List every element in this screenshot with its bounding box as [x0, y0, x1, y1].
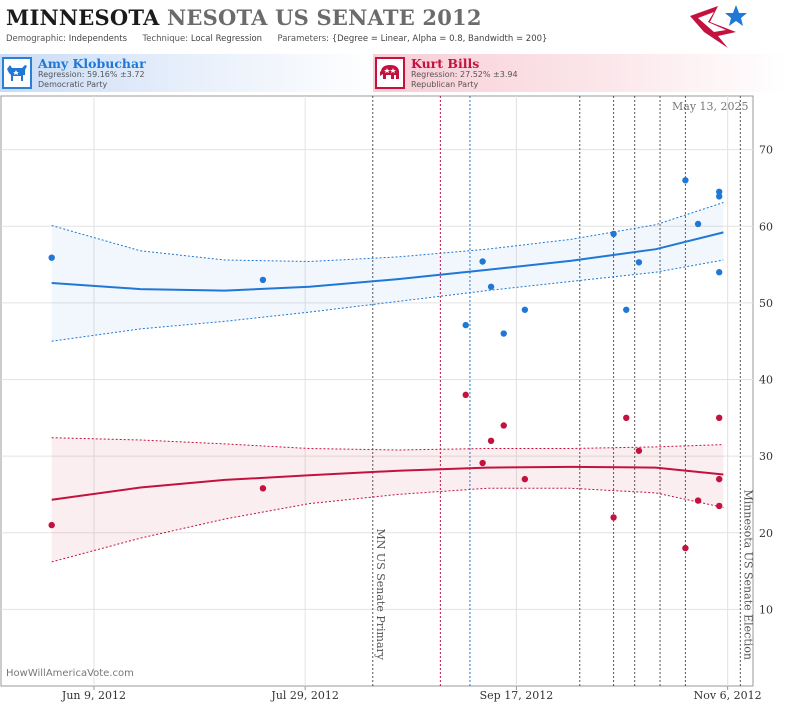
data-point — [500, 330, 507, 337]
regression-line — [51, 465, 724, 501]
candidate-rep-party: Republican Party — [411, 80, 479, 89]
event-label: MN US Senate Primary — [374, 529, 387, 661]
data-point — [479, 258, 486, 265]
data-point — [716, 502, 723, 510]
data-point — [623, 414, 630, 422]
candidate-dem-name: Amy Klobuchar — [38, 56, 146, 71]
demographic-label: Demographic: — [6, 34, 67, 44]
data-point — [259, 485, 267, 492]
plot-area — [0, 95, 754, 687]
data-point — [716, 269, 723, 276]
donkey-icon — [2, 57, 32, 89]
candidate-rep-panel: Kurt Bills Regression: 27.52% ±3.94 Repu… — [373, 54, 789, 92]
date-stamp: May 13, 2025 — [672, 100, 749, 113]
data-point — [610, 514, 617, 521]
y-tick-label: 30 — [759, 450, 773, 463]
title-state: MINNESOTA — [6, 5, 160, 30]
data-point — [716, 414, 723, 422]
header: MINNESOTA NESOTA US SENATE 2012 Demograp… — [0, 0, 789, 52]
data-point — [682, 544, 689, 552]
data-point — [259, 276, 267, 284]
y-tick-label: 70 — [759, 144, 773, 157]
data-point — [521, 475, 529, 483]
data-point — [694, 220, 702, 228]
y-tick-label: 40 — [759, 374, 773, 387]
y-tick-label: 60 — [759, 220, 773, 233]
site-credit: HowWillAmericaVote.com — [6, 668, 134, 679]
confidence-band — [51, 202, 724, 342]
data-point — [487, 283, 495, 290]
data-point — [500, 422, 507, 429]
data-point — [716, 475, 723, 483]
y-tick-label: 10 — [759, 603, 773, 616]
data-point — [462, 321, 469, 329]
data-point — [479, 459, 486, 467]
data-point — [48, 254, 55, 261]
page-title: MINNESOTA NESOTA US SENATE 2012 — [6, 5, 482, 30]
candidate-rep-regression: Regression: 27.52% ±3.94 — [411, 70, 518, 79]
candidate-dem-regression: Regression: 59.16% ±3.72 — [38, 70, 145, 79]
technique-label: Technique: — [142, 34, 189, 44]
event-label: Minnesota US Senate Election — [741, 490, 754, 660]
demographic-value: Independents — [68, 34, 128, 44]
candidate-rep-name: Kurt Bills — [411, 56, 480, 71]
data-point — [521, 306, 529, 313]
confidence-band — [51, 437, 724, 562]
x-tick-label: Nov 6, 2012 — [694, 689, 762, 702]
technique-value: Local Regression — [190, 34, 263, 44]
x-tick-label: Sep 17, 2012 — [480, 689, 554, 702]
data-point — [716, 193, 723, 200]
candidate-dem-panel: Amy Klobuchar Regression: 59.16% ±3.72 D… — [0, 54, 380, 92]
data-point — [716, 188, 723, 195]
data-point — [623, 306, 630, 313]
elephant-icon — [375, 57, 405, 89]
candidate-dem-party: Democratic Party — [38, 80, 108, 89]
confidence-lower — [51, 259, 724, 342]
data-point — [682, 177, 689, 184]
parameters-label: Parameters: — [277, 34, 329, 44]
parameters-line: Demographic: Independents Technique: Loc… — [6, 34, 547, 44]
data-point — [635, 259, 643, 266]
confidence-lower — [51, 487, 724, 563]
confidence-upper — [51, 437, 724, 451]
data-point — [48, 521, 55, 529]
regression-line — [51, 231, 724, 292]
confidence-upper — [51, 202, 724, 263]
star-flag-icon — [690, 5, 747, 48]
data-point — [694, 497, 702, 504]
x-tick-label: Jun 9, 2012 — [61, 689, 126, 702]
data-point — [462, 391, 469, 399]
x-tick-label: Jul 29, 2012 — [270, 689, 339, 702]
title-rest: NESOTA US SENATE 2012 — [167, 5, 482, 30]
y-tick-label: 20 — [759, 527, 773, 540]
data-point — [610, 230, 617, 238]
data-point — [635, 447, 643, 454]
data-point — [487, 437, 495, 445]
y-tick-label: 50 — [759, 297, 773, 310]
parameters-value: {Degree = Linear, Alpha = 0.8, Bandwidth… — [331, 34, 548, 44]
